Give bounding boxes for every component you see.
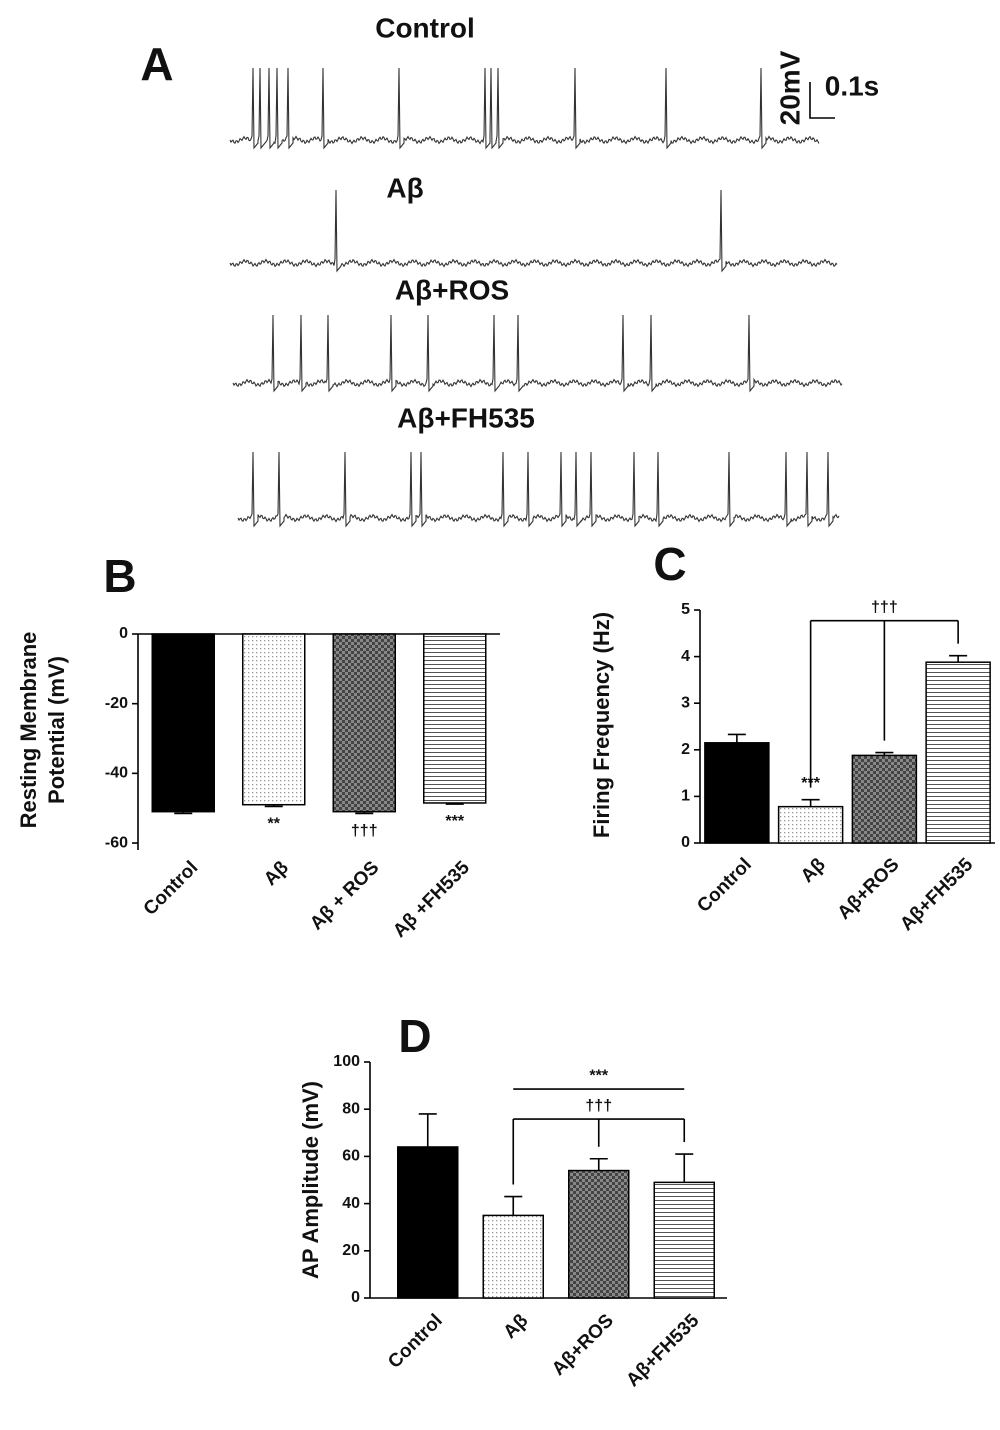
bar [482, 1214, 544, 1299]
y-tick-label: 0 [681, 834, 690, 851]
category-label: Aβ + ROS [306, 857, 383, 934]
category-label: Aβ+FH535 [622, 1310, 703, 1391]
bar [704, 742, 770, 844]
y-tick-label: -20 [105, 695, 128, 712]
panel-label: B [103, 550, 136, 602]
category-label: Control [384, 1310, 447, 1373]
y-tick-label: 5 [681, 601, 690, 618]
y-tick-label: 0 [119, 625, 128, 642]
y-tick-label: 100 [333, 1053, 360, 1070]
y-tick-label: 1 [681, 788, 690, 805]
bar [332, 633, 396, 813]
category-label: Aβ+ROS [834, 854, 904, 924]
y-tick-label: -40 [105, 765, 128, 782]
category-label: Aβ [260, 857, 293, 890]
scale-bar [809, 82, 835, 119]
category-label: Aβ+ROS [548, 1310, 618, 1380]
y-tick-label: -60 [105, 834, 128, 851]
y-axis-label: Resting Membrane [16, 632, 41, 829]
bar [397, 1146, 459, 1299]
trace [229, 189, 838, 273]
bar [568, 1169, 630, 1299]
panel-label: C [653, 538, 686, 590]
trace [229, 67, 820, 150]
bar [777, 805, 844, 844]
y-tick-label: 2 [681, 741, 690, 758]
trace [232, 314, 843, 393]
y-tick-label: 80 [342, 1100, 360, 1117]
significance: ††† [871, 599, 898, 616]
y-tick-label: 3 [681, 694, 690, 711]
category-label: Aβ +FH535 [389, 857, 474, 942]
bar [653, 1181, 715, 1299]
category-label: Aβ [797, 854, 830, 887]
bar [925, 661, 991, 844]
y-tick-label: 40 [342, 1195, 360, 1212]
category-label: Aβ+FH535 [896, 854, 977, 935]
trace-label: Aβ+ROS [395, 274, 509, 305]
panel-label: D [398, 1010, 431, 1062]
bar [851, 754, 918, 844]
y-axis-label: AP Amplitude (mV) [298, 1081, 323, 1279]
y-tick-label: 20 [342, 1242, 360, 1259]
trace-label: Control [375, 12, 475, 43]
category-label: Control [693, 854, 756, 917]
significance: ††† [585, 1097, 612, 1114]
y-axis-label: Potential (mV) [44, 656, 69, 804]
scale-bar-label: 0.1s [825, 70, 880, 101]
category-label: Aβ [500, 1310, 533, 1343]
y-tick-label: 60 [342, 1148, 360, 1165]
scale-bar-label: 20mV [774, 50, 805, 125]
significance: *** [445, 813, 464, 830]
bar [242, 633, 306, 806]
y-tick-label: 0 [351, 1289, 360, 1306]
trace [237, 451, 840, 528]
trace-label: Aβ+FH535 [397, 402, 535, 433]
y-axis-label: Firing Frequency (Hz) [589, 612, 614, 838]
panel-label: A [140, 38, 173, 90]
bar [151, 633, 215, 813]
significance: *** [589, 1067, 608, 1084]
y-tick-label: 4 [681, 648, 690, 665]
significance: ** [268, 816, 281, 833]
bar [423, 633, 487, 804]
significance: ††† [351, 823, 378, 840]
category-label: Control [140, 857, 203, 920]
trace-label: Aβ [386, 172, 423, 203]
